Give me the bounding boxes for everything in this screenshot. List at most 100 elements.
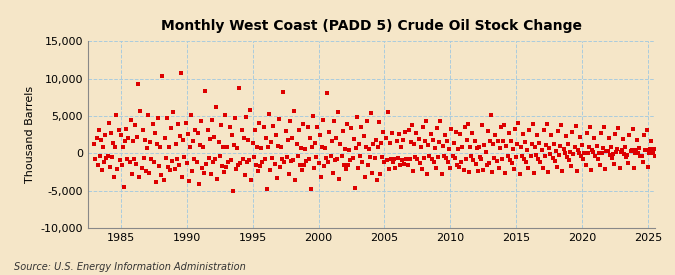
Point	[539, 153, 550, 158]
Point	[534, 141, 545, 145]
Point	[193, 182, 204, 186]
Point	[350, 186, 360, 190]
Point	[156, 173, 167, 177]
Point	[410, 155, 421, 160]
Point	[176, 71, 186, 76]
Point	[490, 133, 501, 138]
Point	[609, 162, 620, 166]
Point	[171, 156, 182, 161]
Point	[500, 171, 511, 175]
Point	[288, 158, 298, 162]
Point	[92, 163, 103, 167]
Point	[238, 156, 248, 161]
Point	[400, 130, 410, 134]
Point	[119, 139, 130, 143]
Point	[421, 118, 431, 123]
Point	[396, 145, 406, 150]
Point	[135, 109, 146, 113]
Point	[423, 143, 434, 147]
Point	[196, 166, 207, 170]
Point	[107, 155, 117, 160]
Point	[105, 165, 115, 169]
Point	[459, 125, 470, 130]
Point	[431, 166, 441, 170]
Point	[207, 118, 217, 122]
Point	[93, 127, 104, 132]
Point	[489, 156, 500, 160]
Point	[555, 144, 566, 148]
Point	[312, 124, 323, 129]
Point	[597, 146, 608, 150]
Point	[296, 168, 307, 172]
Point	[208, 160, 219, 164]
Point	[269, 162, 280, 166]
Point	[213, 140, 224, 144]
Point	[585, 124, 595, 129]
Point	[632, 138, 643, 142]
Point	[302, 125, 313, 130]
Point	[562, 142, 573, 147]
Point	[303, 156, 314, 161]
Point	[518, 132, 529, 136]
Point	[263, 145, 273, 149]
Point	[136, 166, 147, 170]
Point	[175, 134, 186, 138]
Point	[229, 143, 240, 147]
Point	[329, 158, 340, 162]
Point	[556, 123, 567, 127]
Point	[429, 160, 439, 165]
Point	[159, 136, 170, 140]
Point	[271, 176, 282, 180]
Point	[626, 147, 637, 152]
Point	[306, 145, 317, 150]
Point	[151, 180, 161, 184]
Point	[493, 166, 504, 170]
Point	[513, 120, 524, 125]
Point	[280, 129, 291, 133]
Point	[485, 113, 496, 117]
Point	[116, 163, 127, 168]
Point	[352, 115, 362, 119]
Point	[446, 126, 457, 131]
Point	[236, 128, 247, 133]
Point	[441, 156, 452, 160]
Point	[326, 139, 337, 143]
Point	[560, 134, 571, 138]
Point	[576, 154, 587, 159]
Point	[382, 110, 393, 114]
Point	[335, 142, 346, 147]
Point	[508, 147, 518, 151]
Point	[347, 156, 358, 160]
Point	[501, 144, 512, 148]
Point	[319, 164, 329, 168]
Point	[435, 119, 446, 123]
Point	[163, 165, 173, 169]
Point	[577, 143, 588, 147]
Point	[429, 146, 440, 150]
Point	[111, 112, 122, 117]
Point	[416, 167, 427, 171]
Point	[177, 175, 188, 180]
Point	[532, 133, 543, 137]
Point	[161, 116, 172, 120]
Point	[394, 163, 405, 167]
Point	[495, 124, 506, 129]
Point	[605, 145, 616, 149]
Point	[252, 169, 263, 173]
Point	[523, 166, 534, 170]
Point	[190, 128, 201, 133]
Point	[401, 157, 412, 162]
Point	[566, 164, 576, 168]
Point	[387, 130, 398, 135]
Point	[581, 130, 592, 135]
Point	[468, 158, 479, 162]
Point	[217, 145, 228, 149]
Point	[524, 127, 535, 132]
Point	[97, 168, 107, 172]
Point	[282, 138, 293, 142]
Point	[343, 163, 354, 167]
Point	[169, 167, 180, 171]
Point	[121, 126, 132, 131]
Point	[360, 145, 371, 150]
Point	[588, 150, 599, 154]
